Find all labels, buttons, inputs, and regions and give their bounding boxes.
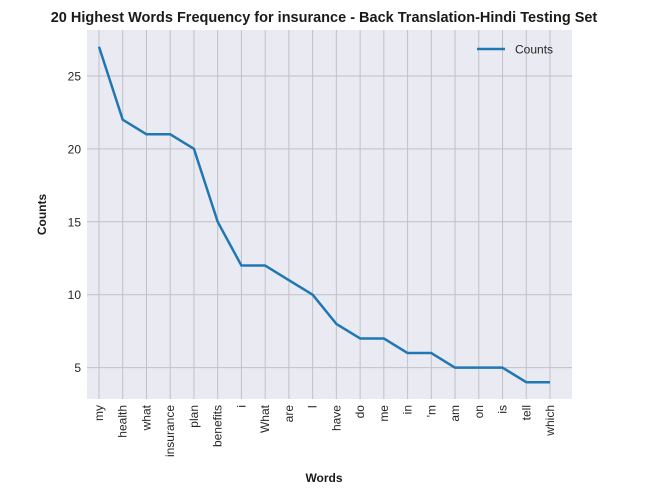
x-tick-label: are — [282, 405, 296, 423]
x-tick-label: my — [92, 405, 106, 421]
y-tick-labels: 5 10 15 20 25 — [68, 69, 82, 375]
x-tick-label: 'm — [424, 405, 438, 417]
y-tick-label: 15 — [68, 215, 82, 229]
y-tick-label: 5 — [74, 361, 81, 375]
y-tick-label: 25 — [68, 69, 82, 83]
series-layer — [97, 46, 550, 384]
x-tick-label: insurance — [163, 405, 177, 457]
x-tick-label: have — [329, 405, 343, 431]
x-tick-label: which — [543, 405, 557, 437]
y-axis-label: Counts — [35, 194, 49, 236]
x-tick-label: on — [472, 405, 486, 418]
x-axis-label: Words — [305, 471, 342, 485]
x-tick-label: am — [448, 405, 462, 422]
x-tick-label: what — [139, 404, 153, 431]
x-tick-label: in — [401, 405, 415, 414]
x-tick-label: i — [234, 405, 248, 408]
y-grid — [87, 75, 572, 369]
series-line-counts — [97, 46, 550, 384]
x-tick-label: I — [306, 405, 320, 408]
legend-label-counts: Counts — [515, 43, 553, 57]
y-tick-label: 10 — [68, 288, 82, 302]
x-tick-label: me — [377, 405, 391, 422]
x-tick-label: plan — [187, 405, 201, 428]
x-tick-label: benefits — [211, 405, 225, 447]
x-tick-label: is — [496, 405, 510, 414]
legend: Counts — [477, 43, 553, 57]
x-tick-label: tell — [519, 405, 533, 420]
x-tick-label: health — [116, 405, 130, 438]
chart-title: 20 Highest Words Frequency for insurance… — [51, 10, 598, 26]
y-tick-label: 20 — [68, 142, 82, 156]
x-tick-label: What — [258, 404, 272, 433]
x-tick-labels: my health what insurance plan benefits i What ar… — [92, 404, 557, 457]
x-tick-label: do — [353, 405, 367, 419]
plot-area — [87, 30, 572, 399]
